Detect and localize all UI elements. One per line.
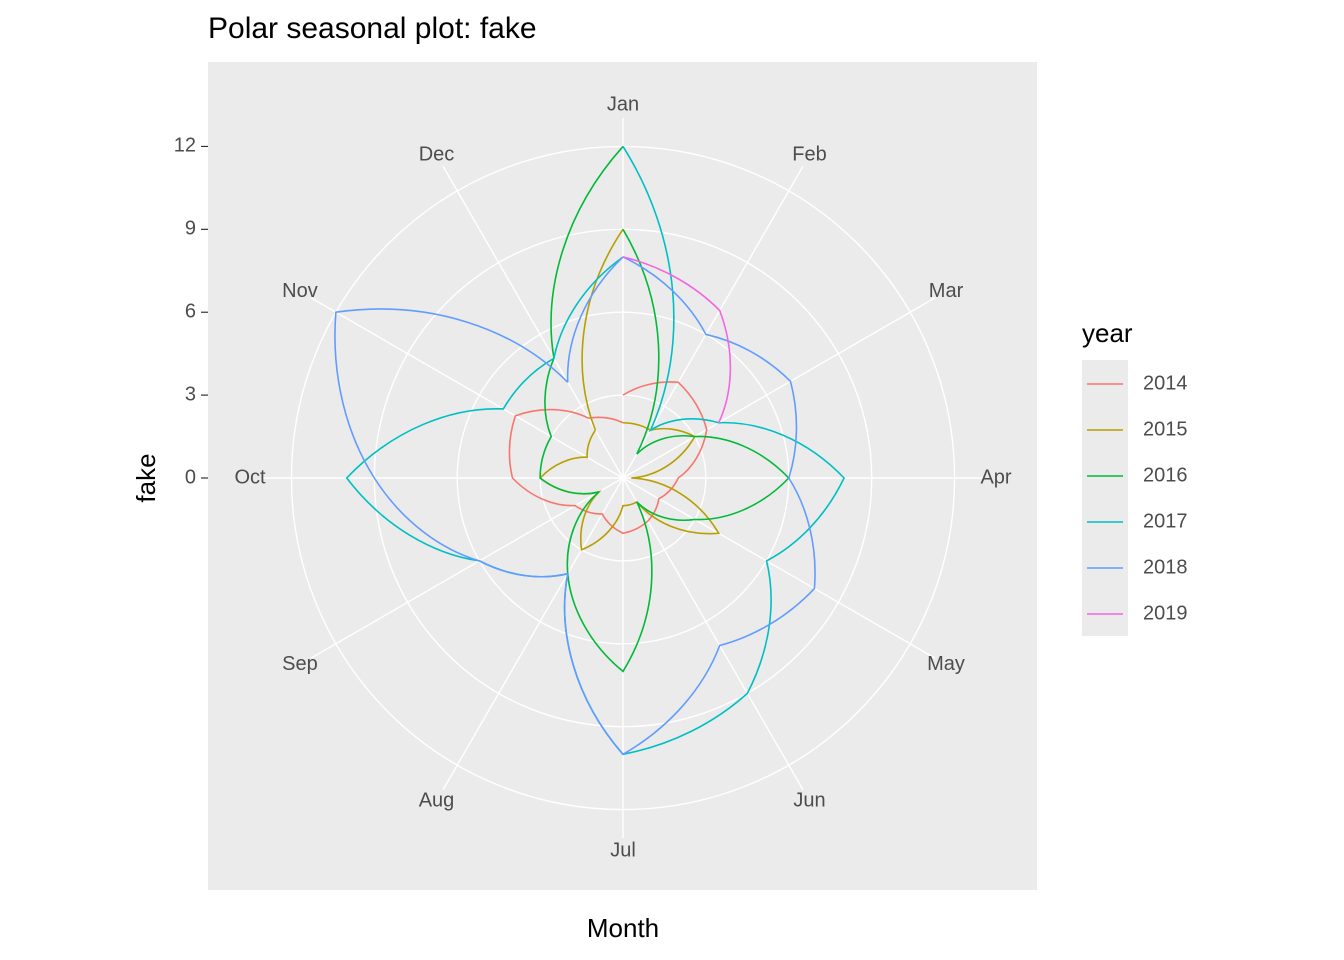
legend-keys (1082, 360, 1128, 636)
x-tick-label: Nov (282, 280, 318, 302)
x-tick-label: Jun (793, 789, 825, 811)
x-tick-label: Jan (607, 93, 639, 115)
x-axis-title: Month (587, 913, 659, 943)
legend-label: 2015 (1143, 418, 1188, 440)
series-line (539, 228, 790, 673)
x-tick-label: May (927, 653, 965, 675)
spoke (622, 477, 936, 659)
x-tick-label: Dec (419, 143, 455, 165)
y-tick-label: 9 (185, 218, 196, 240)
year-link (581, 228, 624, 431)
x-tick-label: Mar (929, 280, 964, 302)
chart-title: Polar seasonal plot: fake (208, 12, 537, 45)
series-line (508, 381, 708, 535)
x-tick-label: Jul (610, 839, 636, 861)
spoke (622, 297, 936, 479)
series-line (345, 146, 845, 756)
legend-label: 2014 (1143, 372, 1188, 394)
spoke (310, 477, 624, 659)
spoke (310, 297, 624, 479)
legend-label: 2017 (1143, 510, 1188, 532)
y-axis-title: fake (131, 453, 161, 502)
x-tick-label: Feb (792, 143, 826, 165)
y-tick-label: 6 (185, 301, 196, 323)
x-tick-label: Aug (419, 789, 455, 811)
series-line (334, 256, 816, 756)
y-tick-label: 0 (185, 466, 196, 488)
spoke (622, 477, 804, 791)
y-tick-label: 3 (185, 383, 196, 405)
x-tick-label: Oct (234, 466, 266, 488)
spoke (442, 477, 624, 791)
x-tick-label: Sep (282, 653, 318, 675)
legend-title: year (1082, 318, 1133, 348)
legend-label: 2018 (1143, 556, 1188, 578)
x-tick-label: Apr (980, 466, 1011, 488)
y-tick-label: 12 (174, 135, 196, 157)
year-link (550, 145, 624, 359)
legend-label: 2019 (1143, 602, 1188, 624)
year-link (566, 256, 624, 383)
series-line (622, 256, 732, 424)
legend-label: 2016 (1143, 464, 1188, 486)
year-link (553, 256, 624, 359)
